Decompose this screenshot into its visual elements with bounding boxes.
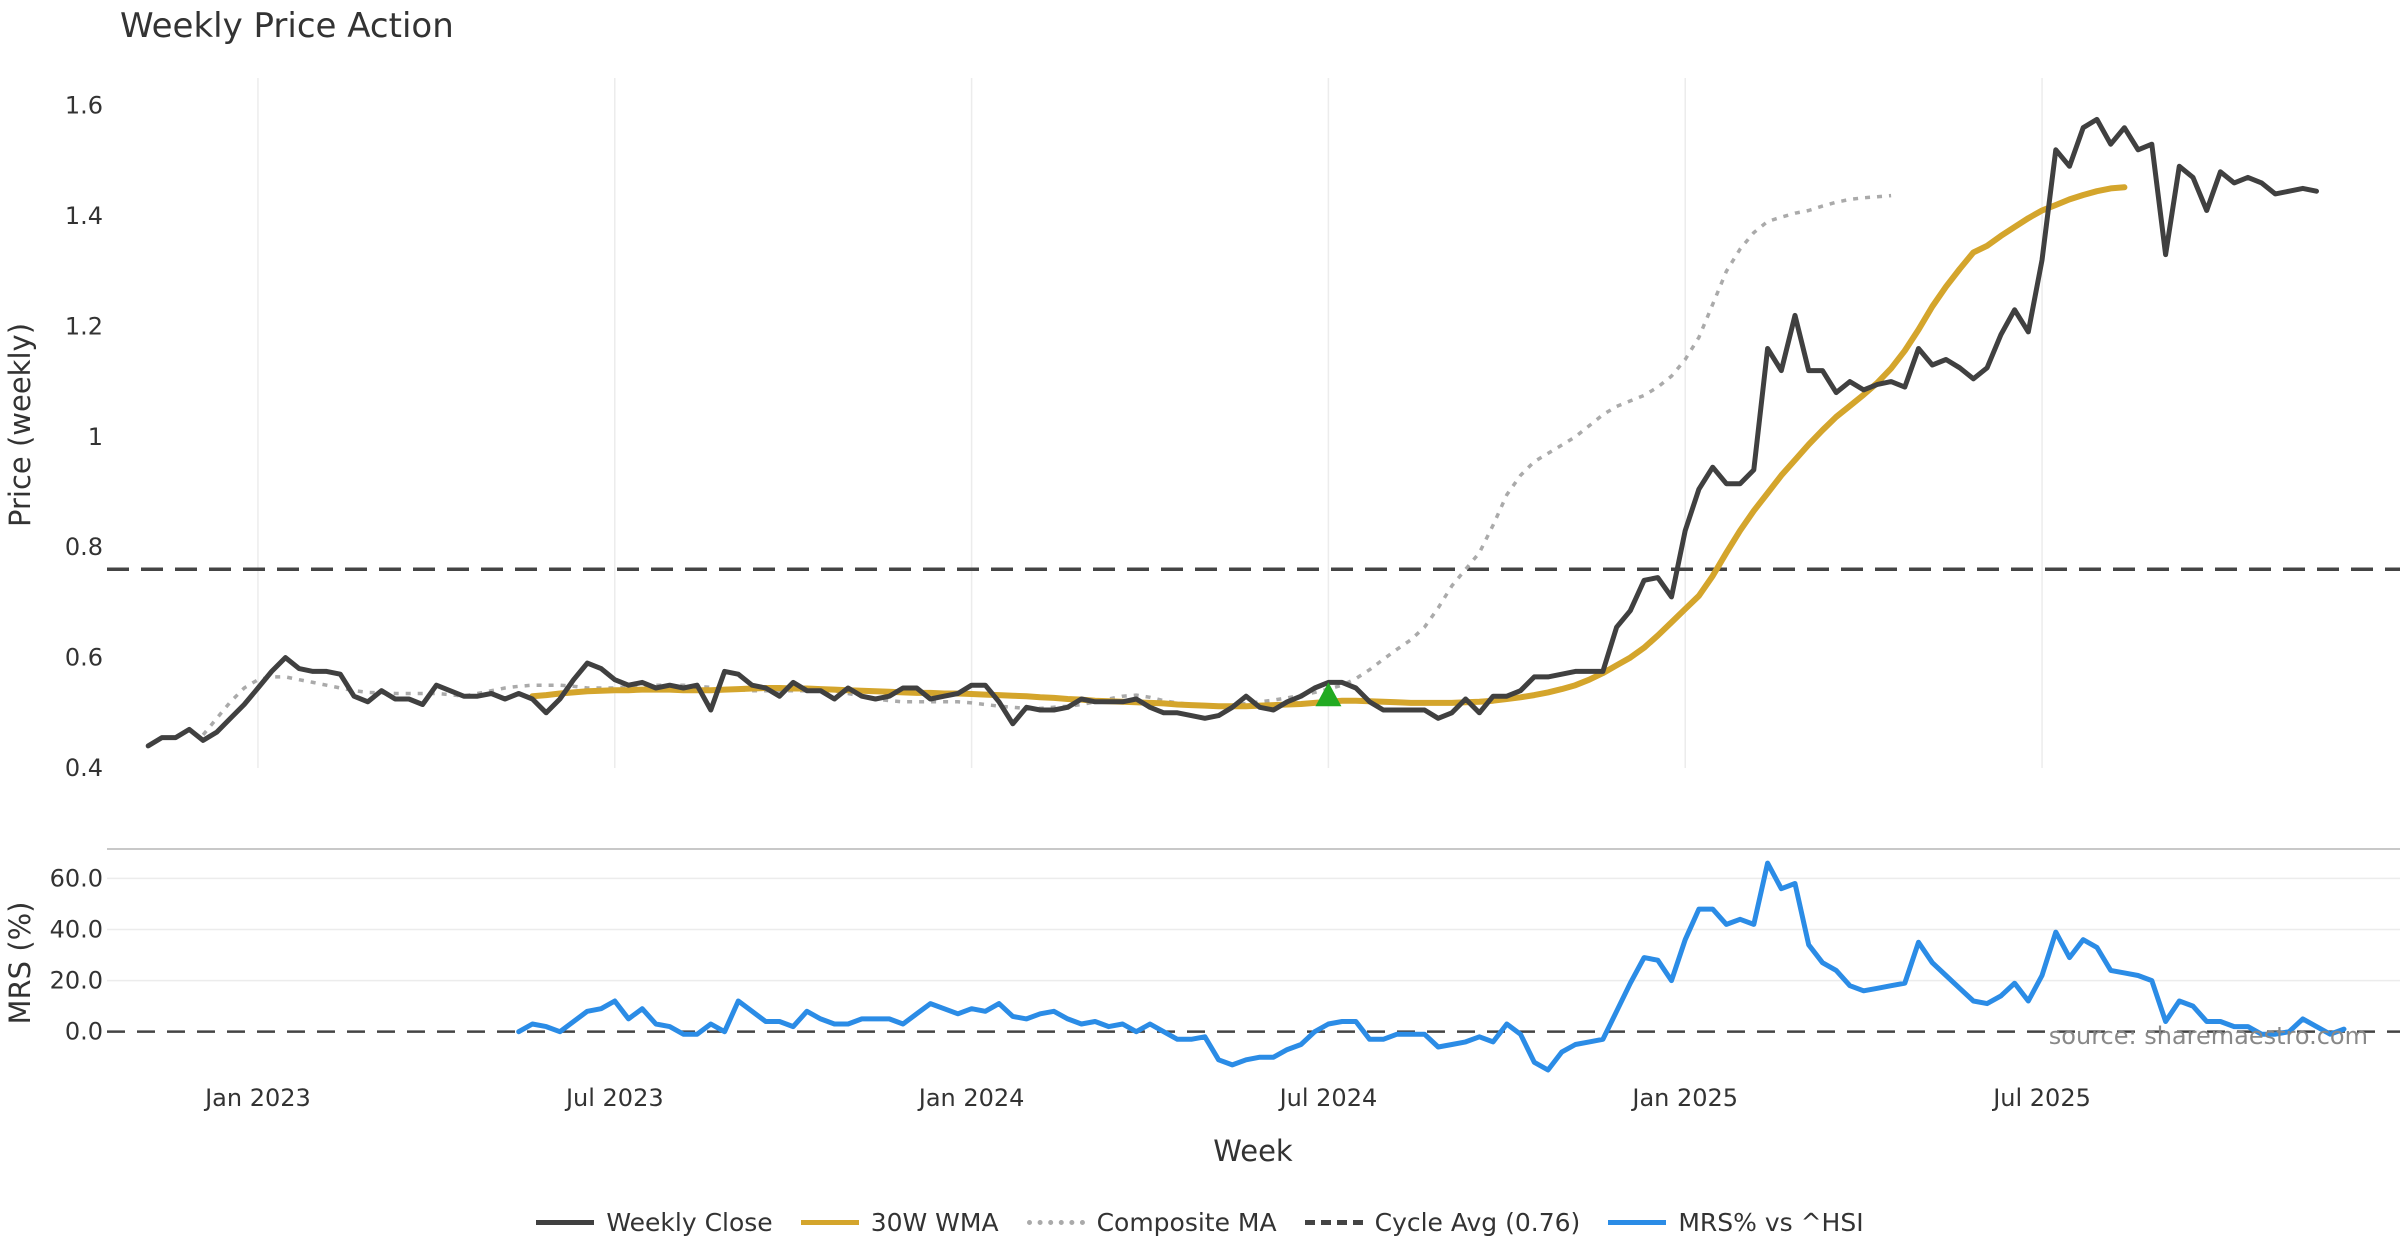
chart-legend: Weekly Close 30W WMA Composite MA Cycle Avg… xyxy=(0,1208,2400,1237)
price-y-tick-label: 1.2 xyxy=(65,312,103,340)
price-y-axis-label: Price (weekly) xyxy=(3,323,37,527)
x-tick-label: Jan 2024 xyxy=(917,1084,1025,1112)
legend-swatch xyxy=(1304,1220,1363,1225)
mrs-y-axis: 0.0 20.0 40.0 60.0 xyxy=(50,864,103,1045)
signal-marker-triangle xyxy=(1315,682,1342,707)
x-axis-label: Week xyxy=(1213,1134,1293,1168)
legend-swatch xyxy=(1608,1220,1667,1225)
legend-item: Weekly Close xyxy=(536,1208,773,1237)
x-tick-label: Jan 2023 xyxy=(203,1084,311,1112)
price-y-tick-label: 1.6 xyxy=(65,92,103,120)
mrs-y-tick-label: 0.0 xyxy=(65,1018,103,1046)
legend-item: 30W WMA xyxy=(800,1208,999,1237)
source-note: source: sharemaestro.com xyxy=(2049,1022,2368,1050)
legend-item: Composite MA xyxy=(1026,1208,1277,1237)
legend-item: MRS% vs ^HSI xyxy=(1608,1208,1864,1237)
price-y-tick-label: 1 xyxy=(88,423,103,451)
legend-item: Cycle Avg (0.76) xyxy=(1304,1208,1581,1237)
weekly-close-line xyxy=(145,116,2319,749)
legend-label: Weekly Close xyxy=(606,1208,773,1237)
legend-label: Cycle Avg (0.76) xyxy=(1374,1208,1581,1237)
legend-swatch xyxy=(536,1220,595,1225)
price-series-group xyxy=(107,116,2400,749)
price-y-tick-label: 0.4 xyxy=(65,754,103,782)
chart-canvas: 0.4 0.6 0.8 1 1.2 1.4 1.6 0.0 20.0 40.0 60.0 Jan … xyxy=(3,78,2400,1168)
legend-label: 30W WMA xyxy=(870,1208,999,1237)
legend-swatch xyxy=(1026,1220,1085,1225)
price-y-tick-label: 0.6 xyxy=(65,644,103,672)
legend-swatch xyxy=(800,1220,859,1225)
mrs-gridlines xyxy=(107,877,2400,982)
x-tick-label: Jul 2023 xyxy=(564,1084,664,1112)
mrs-y-tick-label: 20.0 xyxy=(50,967,103,995)
mrs-series-group xyxy=(107,860,2400,1073)
legend-label: MRS% vs ^HSI xyxy=(1678,1208,1864,1237)
price-y-tick-label: 0.8 xyxy=(65,533,103,561)
x-tick-label: Jul 2025 xyxy=(1991,1084,2091,1112)
chart-title: Weekly Price Action xyxy=(120,6,454,46)
price-gridlines xyxy=(257,78,2043,768)
x-tick-label: Jan 2025 xyxy=(1630,1084,1738,1112)
x-axis: Jan 2023 Jul 2023 Jan 2024 Jul 2024 Jan 2025… xyxy=(203,1084,2091,1112)
legend-label: Composite MA xyxy=(1096,1208,1277,1237)
x-tick-label: Jul 2024 xyxy=(1278,1084,1378,1112)
price-y-axis: 0.4 0.6 0.8 1 1.2 1.4 1.6 xyxy=(65,92,103,782)
composite-ma-line xyxy=(201,193,1892,737)
mrs-y-tick-label: 40.0 xyxy=(50,916,103,944)
mrs-line xyxy=(516,860,2347,1073)
mrs-y-tick-label: 60.0 xyxy=(50,864,103,892)
mrs-y-axis-label: MRS (%) xyxy=(3,902,37,1025)
price-y-tick-label: 1.4 xyxy=(65,202,103,230)
